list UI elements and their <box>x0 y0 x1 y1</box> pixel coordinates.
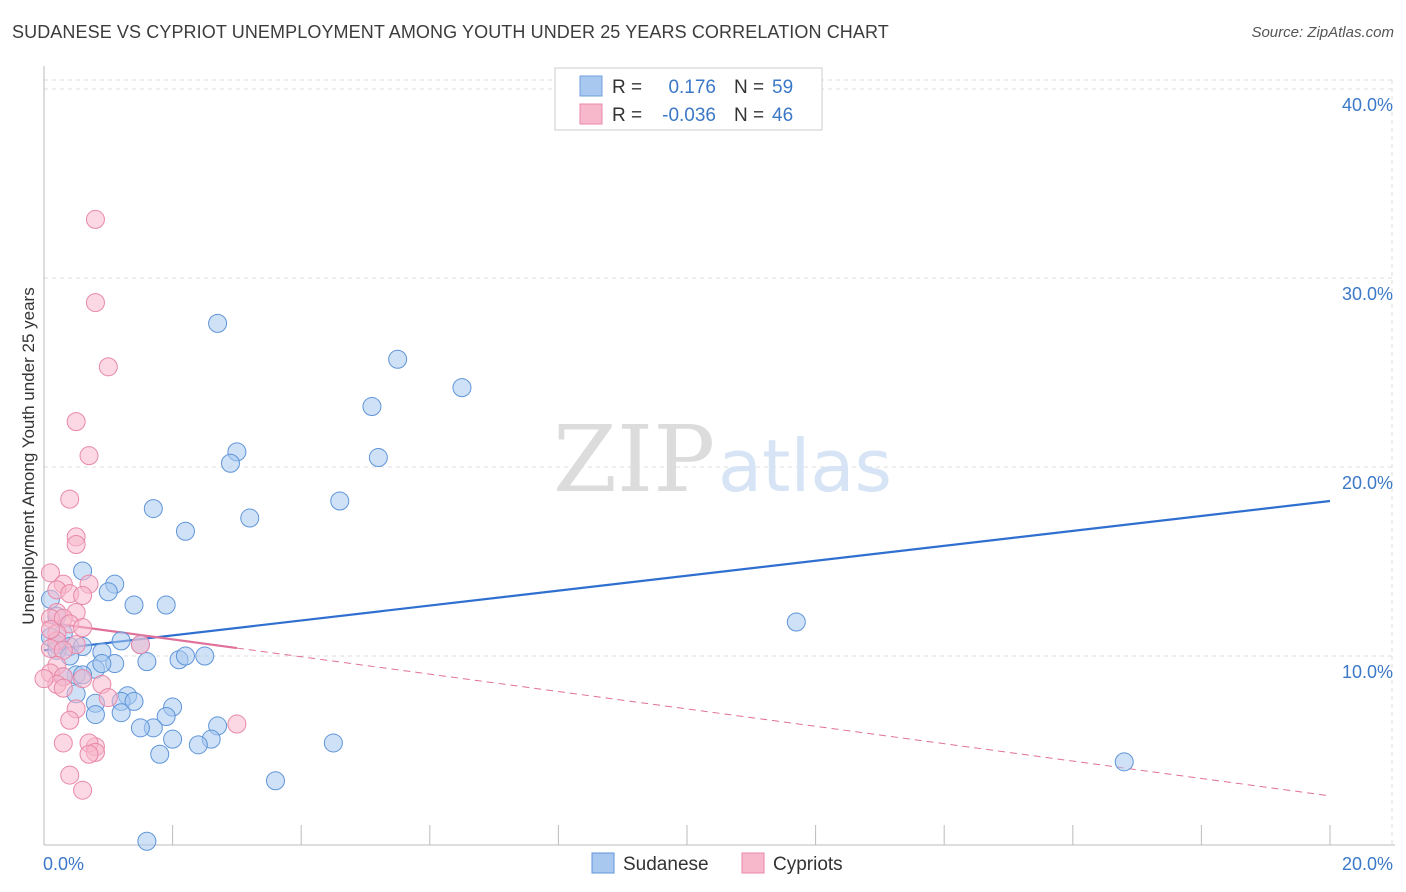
bottom-legend: Sudanese Cypriots <box>591 852 843 875</box>
watermark: ZIP atlas <box>553 406 892 513</box>
point-sudanese <box>175 646 195 666</box>
point-sudanese <box>137 652 157 672</box>
data-points <box>34 209 1134 851</box>
point-sudanese <box>188 735 208 755</box>
point-cypriots <box>73 618 93 638</box>
point-sudanese <box>786 612 806 632</box>
legend-r-label: R = <box>612 105 642 126</box>
point-sudanese <box>388 349 408 369</box>
watermark-atlas: atlas <box>718 424 892 508</box>
bottom-legend-label: Sudanese <box>623 854 709 875</box>
point-sudanese <box>156 595 176 615</box>
point-cypriots <box>53 733 73 753</box>
y-tick-label: 30.0% <box>1342 284 1393 304</box>
point-sudanese <box>1114 752 1134 772</box>
legend-r-label: R = <box>612 77 642 98</box>
legend-n-value: 46 <box>772 105 793 126</box>
point-sudanese <box>163 729 183 749</box>
axes <box>43 66 1395 846</box>
point-cypriots <box>66 412 86 432</box>
legend-r-value: -0.036 <box>662 105 716 126</box>
point-sudanese <box>130 718 150 738</box>
point-sudanese <box>330 491 350 511</box>
point-cypriots <box>73 586 93 606</box>
point-sudanese <box>323 733 343 753</box>
point-sudanese <box>124 595 144 615</box>
point-cypriots <box>85 209 105 229</box>
y-axis-title: Unemployment Among Youth under 25 years <box>19 287 38 624</box>
trend-lines <box>43 499 1331 797</box>
point-cypriots <box>85 293 105 313</box>
point-sudanese <box>208 313 228 333</box>
point-sudanese <box>111 703 131 723</box>
bottom-legend-swatch <box>741 852 765 874</box>
point-sudanese <box>143 499 163 519</box>
legend-n-label: N = <box>734 77 764 98</box>
point-sudanese <box>156 706 176 726</box>
x-tick-labels: 0.0% 20.0% <box>43 854 1393 874</box>
point-cypriots <box>73 780 93 800</box>
legend-swatch <box>579 103 603 125</box>
point-sudanese <box>265 771 285 791</box>
point-sudanese <box>98 582 118 602</box>
point-cypriots <box>227 714 247 734</box>
point-sudanese <box>137 831 157 851</box>
point-sudanese <box>240 508 260 528</box>
watermark-zip: ZIP <box>553 406 715 513</box>
chart-source: Source: ZipAtlas.com <box>1251 24 1394 41</box>
trend-line-sudanese <box>43 499 1331 652</box>
point-cypriots <box>79 744 99 764</box>
x-tick-label: 0.0% <box>43 854 84 874</box>
point-cypriots <box>98 688 118 708</box>
point-cypriots <box>40 620 60 640</box>
y-tick-label: 40.0% <box>1342 95 1393 115</box>
point-sudanese <box>362 397 382 417</box>
point-cypriots <box>60 489 80 509</box>
chart-title: SUDANESE VS CYPRIOT UNEMPLOYMENT AMONG Y… <box>12 22 889 42</box>
bottom-legend-label: Cypriots <box>773 854 843 875</box>
legend-n-label: N = <box>734 105 764 126</box>
point-sudanese <box>150 744 170 764</box>
point-sudanese <box>111 631 131 651</box>
point-cypriots <box>60 765 80 785</box>
point-cypriots <box>79 446 99 466</box>
point-sudanese <box>92 654 112 674</box>
y-tick-label: 10.0% <box>1342 662 1393 682</box>
point-sudanese <box>368 448 388 468</box>
y-tick-labels: 10.0% 20.0% 30.0% 40.0% <box>1342 95 1393 682</box>
point-cypriots <box>40 563 60 583</box>
point-cypriots <box>98 357 118 377</box>
point-sudanese <box>195 646 215 666</box>
point-sudanese <box>175 521 195 541</box>
point-cypriots <box>34 669 54 689</box>
point-sudanese <box>124 691 144 711</box>
y-tick-label: 20.0% <box>1342 473 1393 493</box>
bottom-legend-swatch <box>591 852 615 874</box>
legend-swatch <box>579 75 603 97</box>
point-cypriots <box>53 678 73 698</box>
legend-n-value: 59 <box>772 77 793 98</box>
trend-line-dashed-cypriots <box>236 647 1331 797</box>
point-cypriots <box>60 710 80 730</box>
point-sudanese <box>220 453 240 473</box>
point-cypriots <box>73 669 93 689</box>
point-cypriots <box>66 534 86 554</box>
point-sudanese <box>452 378 472 398</box>
legend: R = 0.176 N = 59 R = -0.036 N = 46 <box>554 67 823 131</box>
legend-r-value: 0.176 <box>668 77 716 98</box>
x-tick-label: 20.0% <box>1342 854 1393 874</box>
point-cypriots <box>130 635 150 655</box>
point-sudanese <box>85 705 105 725</box>
